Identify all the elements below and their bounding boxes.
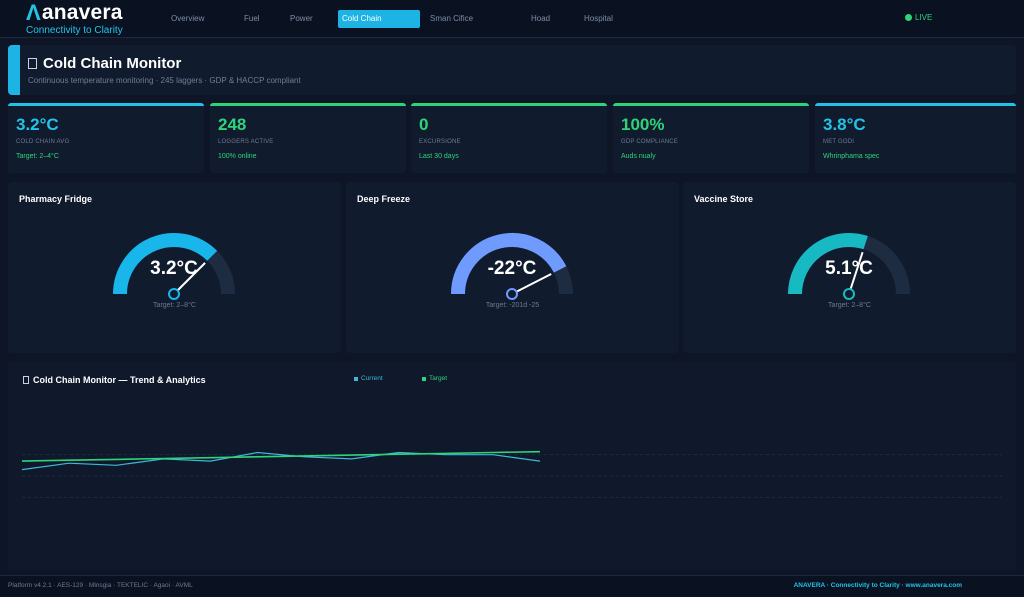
legend-label-target: Target <box>429 375 448 382</box>
gauge-hub <box>843 288 855 300</box>
kpi-accent-bar <box>210 103 406 106</box>
page-subtitle: Continuous temperature monitoring · 245 … <box>28 76 301 85</box>
kpi-label: MET GODI <box>823 139 855 145</box>
brand-name: anavera <box>41 1 123 24</box>
brand-tagline: Connectivity to Clarity <box>26 25 123 36</box>
kpi-accent-bar <box>411 103 607 106</box>
page-title-text: Cold Chain Monitor <box>43 55 182 72</box>
kpi-card-met-godi: 3.8°C MET GODI Whrinphama spec <box>815 103 1016 173</box>
gauge-needle <box>173 262 206 295</box>
kpi-label: EXCURSIONE <box>419 139 461 145</box>
kpi-value: 3.8°C <box>823 115 866 134</box>
tab-overview[interactable]: Overview <box>171 14 205 23</box>
gauge-title: Pharmacy Fridge <box>19 194 93 204</box>
gauge-card-vaccine-store: Vaccine Store 5.1°C Target: 2–8°C <box>683 182 1016 353</box>
page-title: Cold Chain Monitor <box>28 55 181 72</box>
legend-swatch-target <box>422 376 426 381</box>
series-line-current <box>21 451 541 471</box>
kpi-accent-bar <box>8 103 204 106</box>
placeholder-glyph-icon <box>23 376 29 384</box>
gauge-chart: 5.1°C <box>788 233 910 300</box>
tab-hoad[interactable]: Hoad <box>531 14 551 23</box>
kpi-accent-bar <box>613 103 809 106</box>
gauge-target: Target: 2–8°C <box>153 302 196 309</box>
live-dot-icon <box>905 14 912 21</box>
trend-chart <box>21 450 1002 498</box>
gauge-card-pharmacy-fridge: Pharmacy Fridge 3.2°C Target: 2–8°C <box>8 182 341 353</box>
kpi-label: COLD CHAIN AVG <box>16 139 70 145</box>
gauge-title: Vaccine Store <box>694 194 754 204</box>
kpi-note: Last 30 days <box>419 153 459 160</box>
legend-item-target[interactable]: Target <box>422 375 447 382</box>
trend-panel: Cold Chain Monitor — Trend & Analytics C… <box>8 362 1016 570</box>
gauge-chart: -22°C <box>451 233 573 300</box>
gauge-title: Deep Freeze <box>357 194 411 204</box>
kpi-value: 0 <box>419 115 429 134</box>
kpi-card-excursions: 0 EXCURSIONE Last 30 days <box>411 103 607 173</box>
kpi-note: Whrinphama spec <box>823 153 880 160</box>
gauge-target: Target: -201d -25 <box>485 302 540 309</box>
header-accent-bar <box>8 45 20 95</box>
gauge-target: Target: 2–8°C <box>828 302 871 309</box>
footer-brand-link[interactable]: ANAVERA · Connectivity to Clarity · www.… <box>793 582 962 589</box>
kpi-value: 248 <box>218 115 247 134</box>
gauge-fill <box>788 233 868 295</box>
anavera-logo-icon: Λ <box>26 0 41 25</box>
tab-smart-office[interactable]: Sman Cifice <box>430 14 474 23</box>
kpi-card-cold-chain-avg: 3.2°C COLD CHAIN AVG Target: 2–4°C <box>8 103 204 173</box>
legend-swatch-current <box>354 376 358 381</box>
footer: Platform v4.2.1 · AES-129 · Mlnsgia · TE… <box>0 575 1024 597</box>
kpi-note: 100% online <box>218 153 257 160</box>
gauge-chart: 3.2°C <box>113 233 235 300</box>
kpi-value: 3.2°C <box>16 115 59 134</box>
kpi-label: LOGGERS ACTIVE <box>218 139 274 145</box>
kpi-note: Target: 2–4°C <box>16 153 59 160</box>
legend-item-current[interactable]: Current <box>354 375 383 382</box>
gauge-fill <box>451 233 567 295</box>
trend-title-text: Cold Chain Monitor — Trend & Analytics <box>33 375 206 385</box>
kpi-value: 100% <box>621 115 665 134</box>
gauge-needle <box>848 251 864 295</box>
gauge-value: 5.1°C <box>825 258 873 279</box>
tab-hospital[interactable]: Hospital <box>584 14 613 23</box>
kpi-label: GDP COMPLIANCE <box>621 139 679 145</box>
tab-power[interactable]: Power <box>290 14 313 23</box>
gauge-card-deep-freeze: Deep Freeze -22°C Target: -201d -25 <box>346 182 679 353</box>
footer-platform-info: Platform v4.2.1 · AES-129 · Mlnsgia · TE… <box>8 582 193 589</box>
gauge-hub <box>168 288 180 300</box>
placeholder-glyph-icon <box>28 58 37 69</box>
tab-cold-chain[interactable]: Cold Chain <box>338 10 420 28</box>
page-header: Cold Chain Monitor Continuous temperatur… <box>8 45 1016 95</box>
kpi-accent-bar <box>815 103 1016 106</box>
gauge-hub <box>506 288 518 300</box>
kpi-card-loggers-active: 248 LOGGERS ACTIVE 100% online <box>210 103 406 173</box>
legend-label-current: Current <box>361 375 383 382</box>
gauge-value: -22°C <box>488 258 537 279</box>
tab-fuel[interactable]: Fuel <box>244 14 260 23</box>
live-label: LIVE <box>915 13 933 22</box>
kpi-card-gdp-compliance: 100% GDP COMPLIANCE Auds nualy <box>613 103 809 173</box>
trend-title: Cold Chain Monitor — Trend & Analytics <box>23 375 206 385</box>
gauge-needle <box>511 273 552 295</box>
gauge-value: 3.2°C <box>150 258 198 279</box>
kpi-note: Auds nualy <box>621 153 656 160</box>
live-status: LIVE <box>905 13 932 22</box>
gauge-fill <box>113 233 218 295</box>
series-line-target <box>21 450 541 462</box>
